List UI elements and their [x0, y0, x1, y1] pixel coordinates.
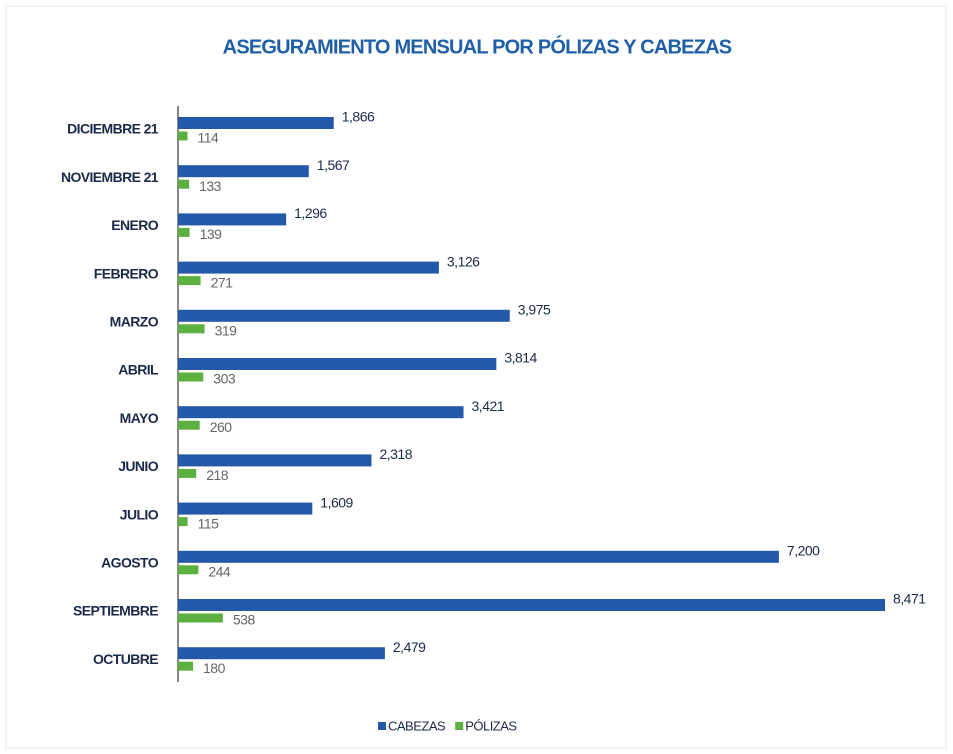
- value-label: 115: [198, 515, 220, 531]
- bar: [178, 165, 309, 178]
- bar: [178, 324, 205, 334]
- legend-label: CABEZAS: [388, 718, 446, 733]
- value-label: 319: [215, 323, 238, 339]
- value-label: 2,318: [379, 446, 412, 462]
- bar: [178, 227, 190, 237]
- bar: [178, 406, 464, 419]
- bar: [178, 502, 313, 515]
- bar: [178, 309, 510, 322]
- bar: [178, 468, 197, 478]
- y-tick-label: ENERO: [111, 217, 158, 233]
- bar: [178, 276, 201, 286]
- bar: [178, 565, 199, 575]
- bar: [178, 454, 372, 467]
- bar: [178, 613, 223, 623]
- value-label: 260: [210, 419, 233, 435]
- value-label: 1,567: [317, 157, 350, 173]
- bar: [178, 599, 885, 611]
- bar: [178, 661, 194, 671]
- y-tick-label: AGOSTO: [101, 555, 159, 571]
- y-tick-label: JULIO: [120, 506, 159, 522]
- value-label: 3,814: [504, 350, 537, 366]
- value-label: 114: [198, 130, 220, 146]
- value-label: 303: [213, 371, 236, 387]
- value-label: 218: [206, 467, 229, 483]
- value-label: 133: [199, 178, 222, 194]
- value-label: 271: [211, 274, 234, 290]
- bar: [178, 358, 497, 370]
- y-tick-label: DICIEMBRE 21: [67, 121, 159, 137]
- value-label: 1,866: [342, 109, 375, 125]
- y-tick-label: MARZO: [110, 314, 159, 330]
- bar: [178, 131, 188, 141]
- value-label: 2,479: [393, 639, 426, 655]
- y-tick-label: JUNIO: [118, 458, 158, 474]
- value-label: 3,421: [472, 398, 505, 414]
- value-label: 3,126: [447, 253, 480, 269]
- y-tick-label: MAYO: [120, 410, 159, 426]
- value-label: 3,975: [518, 302, 551, 318]
- value-label: 7,200: [787, 543, 820, 559]
- chart-frame: [5, 5, 947, 749]
- bar: [178, 261, 439, 274]
- bar: [178, 647, 385, 660]
- value-label: 180: [203, 660, 226, 676]
- bar: [178, 517, 188, 527]
- bar: [178, 420, 200, 430]
- bar: [178, 372, 204, 382]
- bar: [178, 213, 287, 226]
- bar: [178, 179, 190, 189]
- bar: [178, 117, 334, 129]
- legend-label: PÓLIZAS: [465, 718, 517, 733]
- chart-title: ASEGURAMIENTO MENSUAL POR PÓLIZAS Y CABE…: [223, 34, 732, 58]
- value-label: 8,471: [893, 591, 926, 607]
- value-label: 1,296: [294, 205, 327, 221]
- legend-swatch: [455, 722, 464, 730]
- bar: [178, 550, 779, 563]
- legend-swatch: [378, 722, 386, 730]
- y-tick-label: SEPTIEMBRE: [73, 603, 158, 619]
- value-label: 244: [208, 564, 231, 580]
- y-tick-label: ABRIL: [118, 362, 159, 378]
- y-tick-label: OCTUBRE: [93, 651, 158, 667]
- value-label: 139: [200, 226, 223, 242]
- value-label: 1,609: [320, 494, 353, 510]
- y-tick-label: FEBRERO: [94, 265, 159, 281]
- value-label: 538: [233, 612, 256, 628]
- y-tick-label: NOVIEMBRE 21: [61, 169, 159, 185]
